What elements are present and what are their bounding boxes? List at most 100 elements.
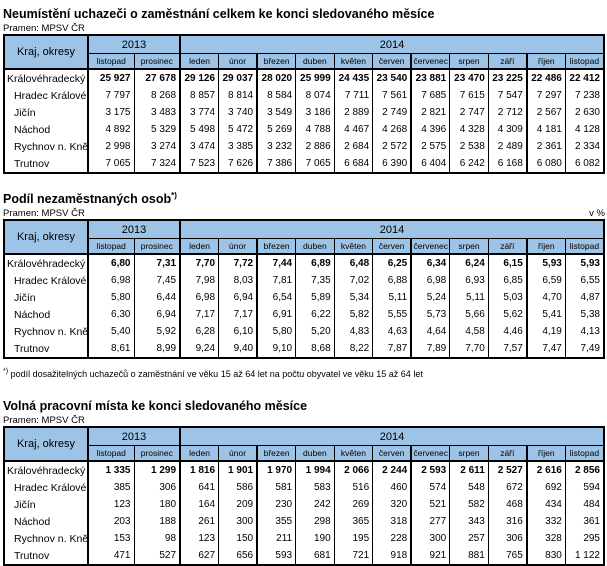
data-cell: 8,99	[133, 340, 182, 359]
column-header-month: březen	[256, 238, 297, 256]
data-cell: 8 268	[133, 87, 182, 105]
data-cell: 2 712	[487, 104, 528, 122]
column-header-region: Kraj, okresy	[3, 34, 89, 71]
data-cell: 548	[449, 479, 489, 497]
data-cell: 586	[218, 479, 259, 497]
table-row: Hradec Králové 6,98 7,45 7,98 8,03 7,81 7,35 7,…	[3, 272, 605, 290]
row-label: Trutnov	[3, 155, 89, 174]
data-cell: 2 889	[333, 104, 374, 122]
column-header-month: listopad	[564, 445, 605, 463]
data-cell: 2 749	[372, 104, 413, 122]
column-header-month: září	[487, 445, 528, 463]
data-cell: 7 685	[410, 87, 451, 105]
column-header-month: duben	[295, 238, 335, 256]
column-group-year: 2014	[179, 426, 605, 447]
column-header-month: listopad	[87, 238, 135, 256]
data-cell: 7,98	[179, 272, 220, 290]
data-cell: 3 274	[133, 138, 182, 156]
data-cell: 6,98	[410, 272, 451, 290]
data-cell: 2 998	[87, 138, 135, 156]
data-cell: 6 404	[410, 155, 451, 174]
data-cell: 123	[87, 496, 135, 514]
data-cell: 298	[295, 513, 335, 531]
data-cell: 7,49	[564, 340, 605, 359]
data-cell: 6,28	[179, 323, 220, 341]
data-cell: 6,93	[449, 272, 489, 290]
column-header-month: březen	[256, 53, 297, 71]
data-cell: 7 238	[564, 87, 605, 105]
data-cell: 6,98	[87, 272, 135, 290]
data-cell: 7,31	[133, 254, 182, 273]
data-cell: 1 901	[218, 461, 259, 480]
table-row: Rychnov n. Kněž.5,405,926,286,105,805,20…	[3, 323, 605, 341]
data-cell: 164	[179, 496, 220, 514]
data-cell: 1 816	[179, 461, 220, 480]
table-row: Náchod 4 892 5 329 5 498 5 472 5 269 4 788 4 46…	[3, 121, 605, 139]
row-label: Rychnov n. Kněž.	[3, 323, 89, 341]
row-label: Jičín	[3, 496, 89, 514]
data-cell: 209	[218, 496, 259, 514]
data-cell: 6 080	[526, 155, 566, 174]
data-cell: 6,34	[410, 254, 451, 273]
data-cell: 6,22	[295, 306, 335, 324]
data-cell: 8,68	[295, 340, 335, 359]
data-cell: 6,15	[487, 254, 528, 273]
data-cell: 5,93	[526, 254, 566, 273]
data-cell: 123	[179, 530, 220, 548]
footnote: *) podíl dosažitelných uchazečů o zaměst…	[3, 368, 423, 380]
data-cell: 277	[410, 513, 451, 531]
data-cell: 4,19	[526, 323, 566, 341]
data-cell: 2 244	[372, 461, 413, 480]
table1-title: Neumístění uchazeči o zaměstnání celkem …	[3, 7, 435, 22]
column-header-month: srpen	[449, 238, 489, 256]
data-cell: 6,30	[87, 306, 135, 324]
data-cell: 2 630	[564, 104, 605, 122]
row-label: Rychnov n. Kněž.	[3, 138, 89, 156]
row-label: Královéhradecký kr.	[3, 69, 89, 88]
data-cell: 6,48	[333, 254, 374, 273]
column-header-month: květen	[333, 238, 374, 256]
data-cell: 332	[526, 513, 566, 531]
data-cell: 581	[256, 479, 297, 497]
data-cell: 8,22	[333, 340, 374, 359]
data-cell: 8 074	[295, 87, 335, 105]
column-header-month: prosinec	[133, 445, 182, 463]
source-label: Pramen: MPSV ČR	[3, 23, 85, 35]
data-cell: 2 856	[564, 461, 605, 480]
column-header-month: listopad	[87, 445, 135, 463]
data-cell: 23 540	[372, 69, 413, 88]
data-cell: 9,24	[179, 340, 220, 359]
data-cell: 180	[133, 496, 182, 514]
data-cell: 2 821	[410, 104, 451, 122]
data-cell: 672	[487, 479, 528, 497]
data-cell: 6 684	[333, 155, 374, 174]
data-cell: 3 385	[218, 138, 259, 156]
table-row: Trutnov 471 527 627 656 593 681 721 918 921 881 765…	[3, 547, 605, 566]
data-cell: 6,94	[133, 306, 182, 324]
data-cell: 295	[564, 530, 605, 548]
table-row: Trutnov 8,61 8,99 9,24 9,40 9,10 8,68 8,22 7,87 7…	[3, 340, 605, 359]
data-cell: 5,11	[449, 289, 489, 307]
data-cell: 269	[333, 496, 374, 514]
data-cell: 1 122	[564, 547, 605, 566]
data-cell: 7 523	[179, 155, 220, 174]
data-cell: 4 892	[87, 121, 135, 139]
data-cell: 527	[133, 547, 182, 566]
column-header-month: červen	[372, 53, 413, 71]
row-label: Trutnov	[3, 340, 89, 359]
data-cell: 434	[526, 496, 566, 514]
data-cell: 28 020	[256, 69, 297, 88]
data-cell: 6 390	[372, 155, 413, 174]
column-header-month: srpen	[449, 53, 489, 71]
table-row: Trutnov 7 065 7 324 7 523 7 626 7 386 7 065 6 6…	[3, 155, 605, 174]
data-cell: 211	[256, 530, 297, 548]
data-cell: 6,24	[449, 254, 489, 273]
data-cell: 7 615	[449, 87, 489, 105]
data-cell: 5,62	[487, 306, 528, 324]
column-header-region: Kraj, okresy	[3, 219, 89, 256]
row-label: Hradec Králové	[3, 87, 89, 105]
column-header-month: říjen	[526, 238, 566, 256]
column-group-year: 2013	[87, 219, 182, 240]
row-label: Rychnov n. Kněž.	[3, 530, 89, 548]
data-cell: 300	[218, 513, 259, 531]
